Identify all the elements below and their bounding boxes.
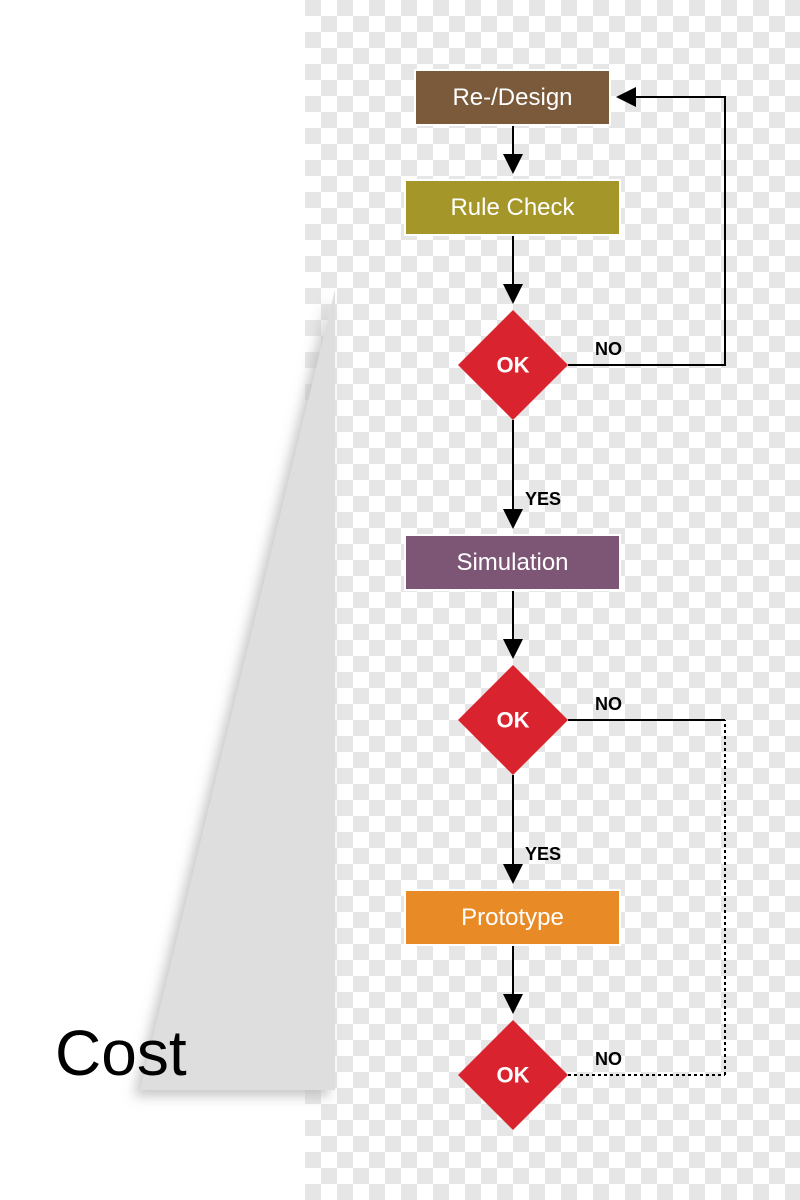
edge-label: YES [525,489,561,509]
box-prototype-label: Prototype [461,904,564,931]
box-design-label: Re-/Design [452,84,572,111]
cost-label: Cost [55,1017,187,1089]
decision-d1-label: OK [497,353,530,378]
edge-label: NO [595,339,622,359]
box-simulation-label: Simulation [456,549,568,576]
edge-label: NO [595,1049,622,1069]
decision-d3-label: OK [497,1063,530,1088]
edge-label: NO [595,694,622,714]
decision-d2-label: OK [497,708,530,733]
box-rulecheck-label: Rule Check [450,194,575,221]
edge-label: YES [525,844,561,864]
